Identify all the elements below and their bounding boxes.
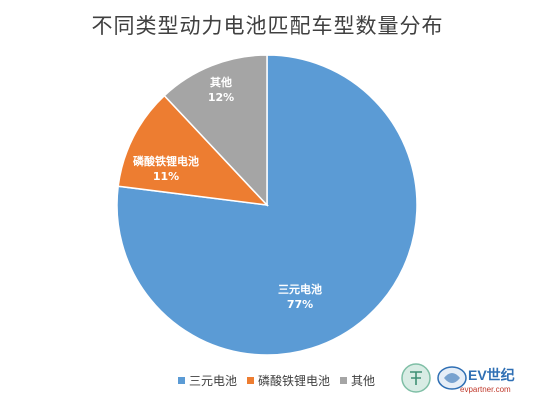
legend-swatch-ternary [178, 377, 185, 384]
legend-label-other: 其他 [351, 374, 376, 388]
pie-slice-lfp [117, 94, 269, 207]
legend-label-lfp: 磷酸铁锂电池 [258, 374, 331, 388]
pie-slice-ternary [116, 54, 418, 356]
ev-logo-mark-icon [444, 373, 460, 383]
watermark-logo: EV世纪 evpartner.com [401, 363, 515, 394]
legend-item-ternary: 三元电池 [178, 372, 237, 389]
legend-item-other: 其他 [340, 372, 375, 389]
slice-value-other: 12% [208, 91, 234, 104]
legend-item-lfp: 磷酸铁锂电池 [247, 372, 330, 389]
legend-swatch-lfp [247, 377, 255, 384]
watermark-glyph-icon [410, 371, 422, 385]
chart-legend: 三元电池 磷酸铁锂电池 其他 [178, 372, 375, 389]
watermark-brand: EV世纪 [468, 367, 515, 383]
slice-value-ternary: 77% [287, 298, 313, 311]
slice-value-lfp: 11% [153, 170, 179, 183]
pie-slice-other [163, 54, 268, 207]
watermark-url: evpartner.com [460, 385, 511, 394]
slice-label-lfp: 磷酸铁锂电池 [133, 154, 199, 168]
legend-label-ternary: 三元电池 [189, 374, 238, 388]
chart-title: 不同类型动力电池匹配车型数量分布 [91, 14, 444, 38]
legend-swatch-other [340, 377, 348, 384]
slice-label-other: 其他 [210, 75, 232, 89]
slice-label-ternary: 三元电池 [278, 282, 322, 296]
